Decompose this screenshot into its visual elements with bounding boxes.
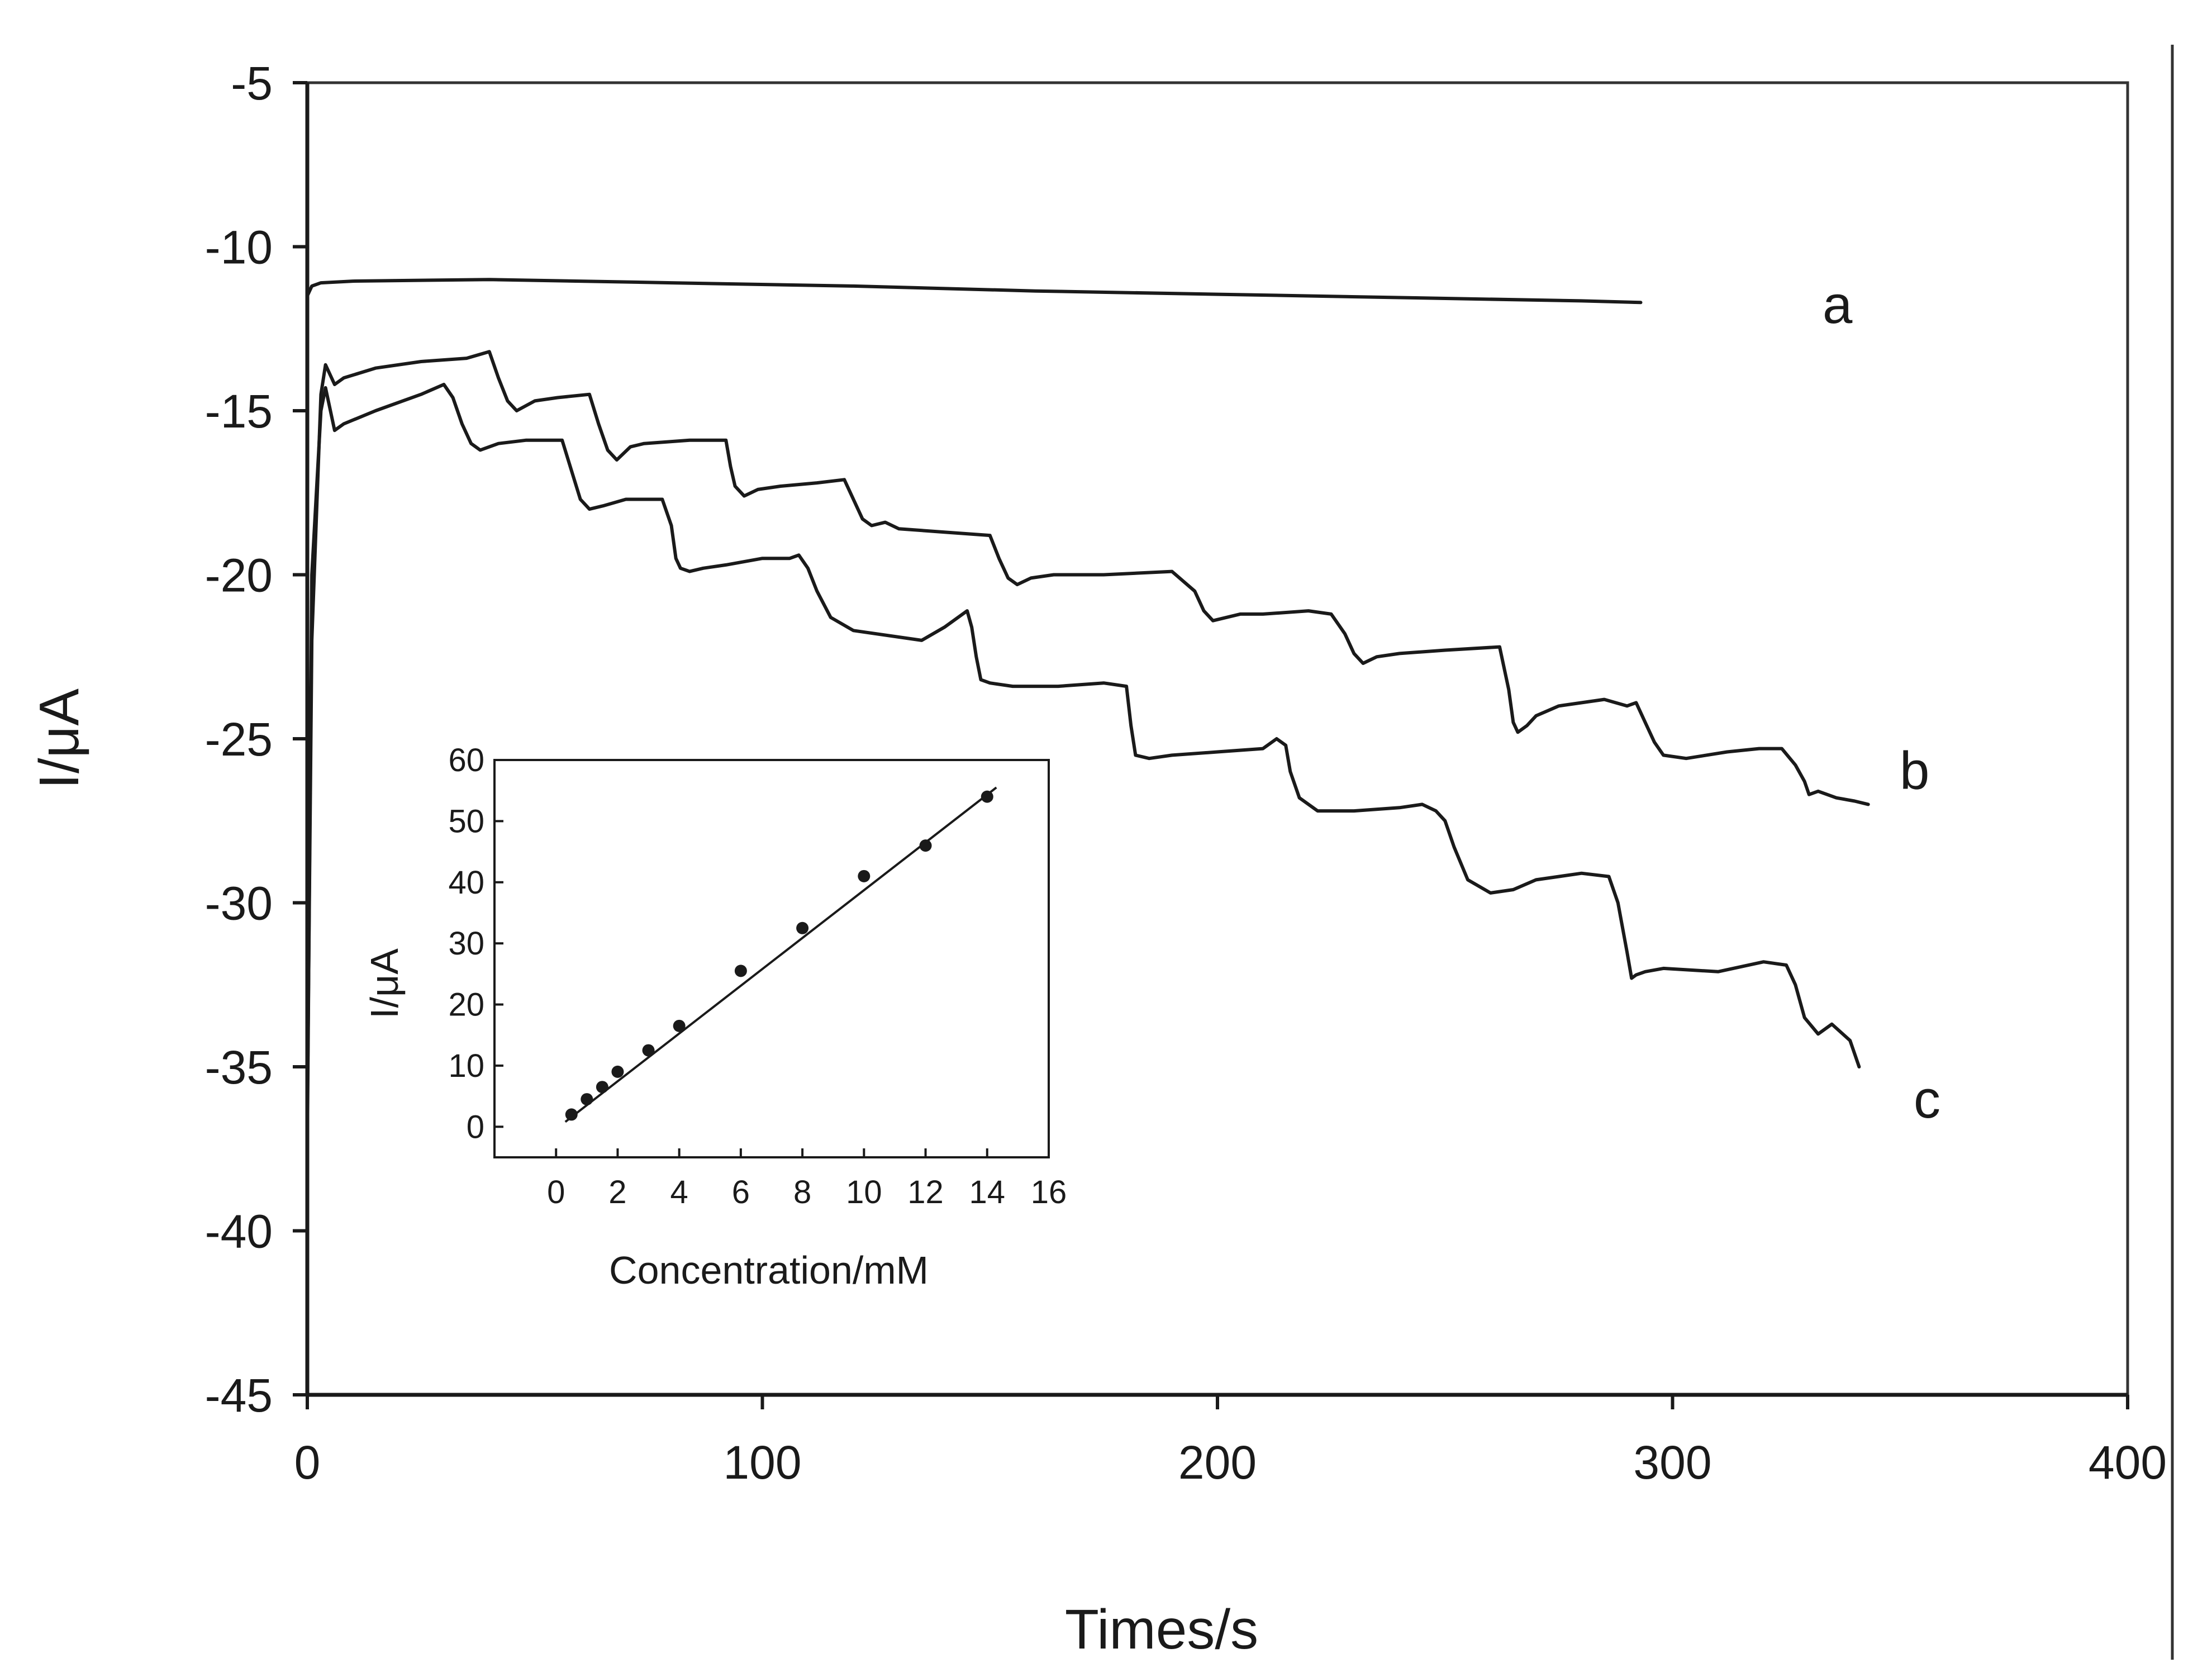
main-y-axis-title: I/μA <box>28 688 91 789</box>
inset-data-point <box>858 870 870 882</box>
main-y-tick-label: -30 <box>205 877 273 930</box>
inset-x-tick-label: 14 <box>969 1174 1006 1210</box>
inset-x-tick-label: 6 <box>732 1174 750 1210</box>
inset-x-tick-label: 10 <box>846 1174 882 1210</box>
inset-data-point <box>673 1019 686 1032</box>
main-y-tick-label: -10 <box>205 221 273 274</box>
inset-data-point <box>581 1093 593 1106</box>
inset-data-point <box>919 839 932 852</box>
main-y-tick-label: -20 <box>205 549 273 602</box>
inset-data-point <box>734 965 747 977</box>
main-x-tick-label: 300 <box>1633 1436 1711 1489</box>
main-y-tick-label: -25 <box>205 713 273 766</box>
inset-x-tick-label: 4 <box>670 1174 688 1210</box>
inset-x-tick-label: 12 <box>907 1174 944 1210</box>
main-x-tick-label: 400 <box>2089 1436 2167 1489</box>
inset-data-point <box>611 1065 624 1078</box>
inset-y-tick-label: 30 <box>448 925 484 962</box>
series-line-a <box>306 278 1643 305</box>
inset-plot: 0 2 4 6 8 10 12 14 16 0 10 20 30 40 50 60 Concentration… <box>363 742 1067 1292</box>
series-line-b <box>306 350 1870 1118</box>
inset-x-tick-label: 0 <box>547 1174 565 1210</box>
inset-y-tick-label: 20 <box>448 987 484 1023</box>
inset-x-tick-label: 16 <box>1031 1174 1067 1210</box>
inset-y-tick-label: 10 <box>448 1048 484 1084</box>
main-x-axis-title: Times/s <box>1065 1598 1258 1661</box>
inset-data-point <box>981 790 993 803</box>
main-plot: 0 100 200 300 400-5-10-15-20-25-30-35-40-45 … <box>28 57 2167 1661</box>
inset-y-tick-label: 60 <box>448 742 484 778</box>
inset-y-tick-label: 50 <box>448 803 484 839</box>
main-y-tick-label: -35 <box>205 1041 273 1094</box>
main-x-tick-label: 200 <box>1178 1436 1257 1489</box>
inset-data-point <box>596 1081 608 1094</box>
inset-data-point <box>565 1108 578 1121</box>
main-y-tick-label: -40 <box>205 1205 273 1258</box>
main-y-tick-label: -5 <box>231 57 273 110</box>
inset-data-point <box>642 1044 655 1057</box>
main-x-tick-label: 0 <box>294 1436 321 1489</box>
inset-plot-frame <box>493 759 1050 1158</box>
curve-label-b: b <box>1900 741 1929 801</box>
inset-x-axis-title: Concentration/mM <box>609 1248 929 1292</box>
inset-x-tick-label: 2 <box>608 1174 626 1210</box>
inset-y-axis-title: I/μA <box>363 948 406 1019</box>
main-y-tick-label: -15 <box>205 385 273 438</box>
curve-label-c: c <box>1914 1070 1940 1129</box>
main-x-tick-label: 100 <box>723 1436 801 1489</box>
inset-y-tick-label: 0 <box>467 1109 484 1145</box>
curve-label-a: a <box>1823 275 1853 335</box>
series-line-c <box>306 383 1861 1151</box>
main-y-tick-label: -45 <box>205 1369 273 1422</box>
inset-data-point <box>796 922 809 934</box>
inset-x-tick-label: 8 <box>793 1174 811 1210</box>
inset-y-tick-label: 40 <box>448 864 484 901</box>
